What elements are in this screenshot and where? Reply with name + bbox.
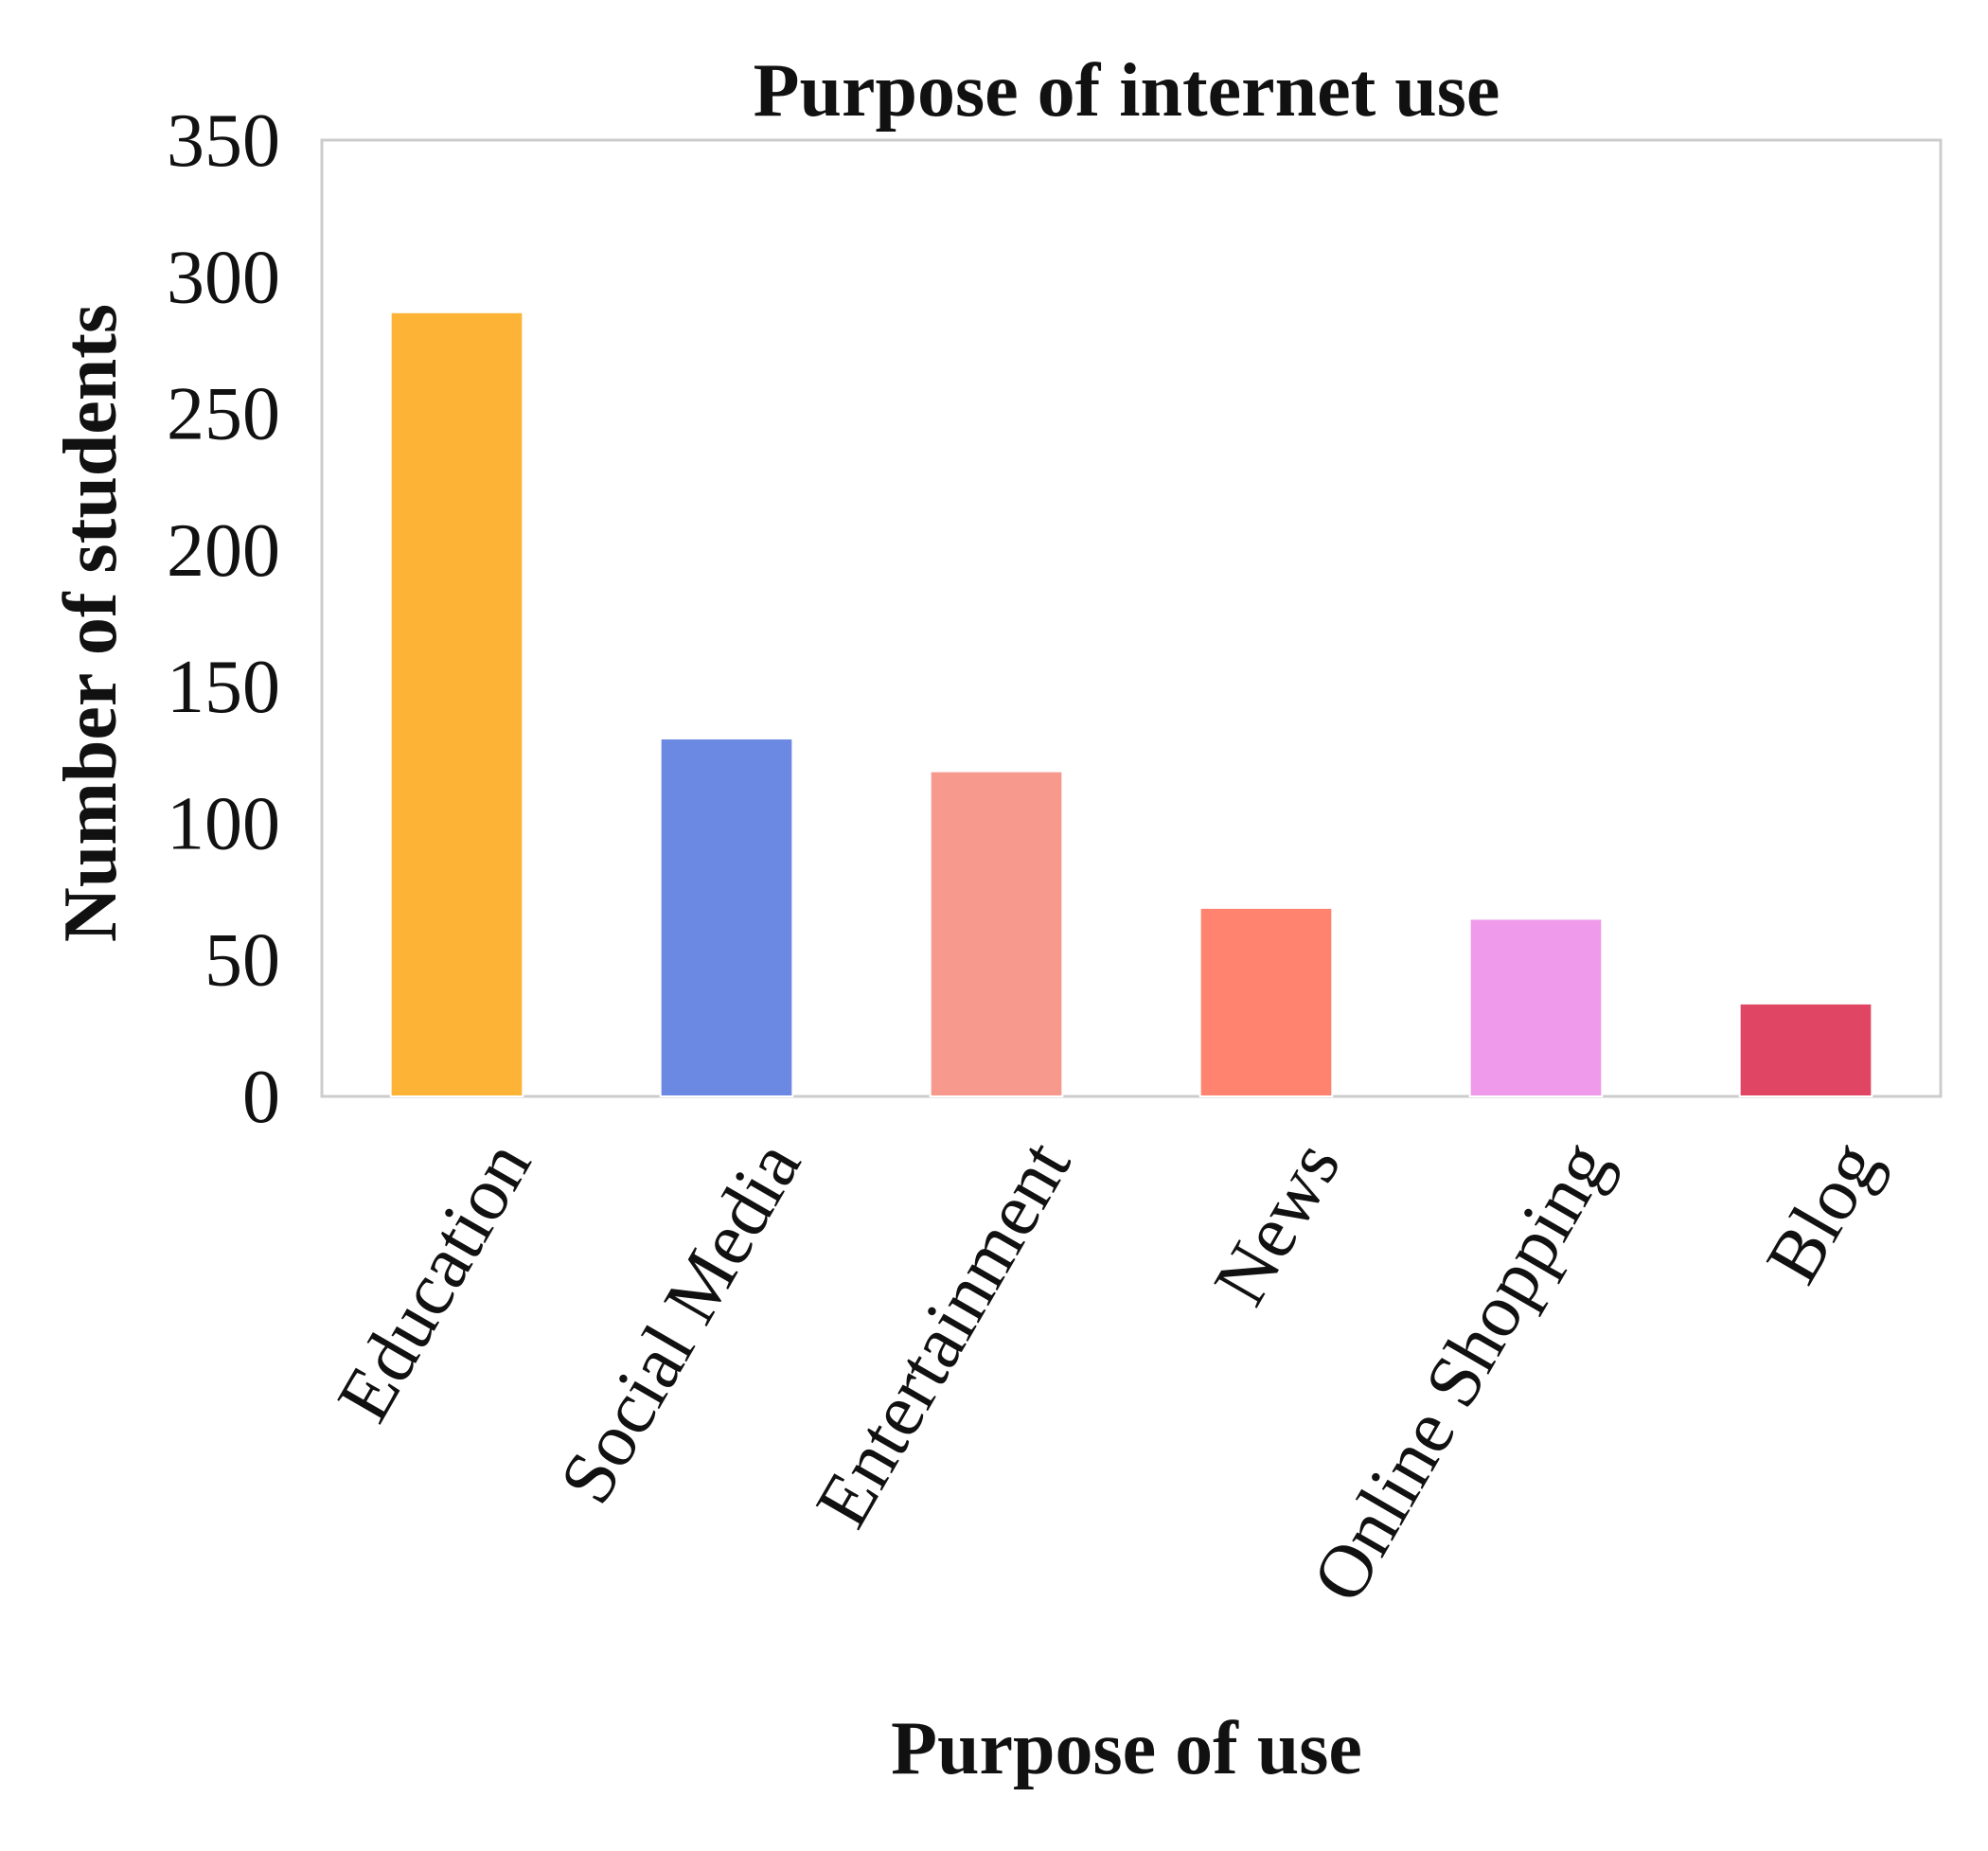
bar-social-media [659,737,794,1097]
y-tick-label: 200 [167,509,280,593]
y-tick-label: 300 [167,236,280,319]
bar-entertainment [929,770,1064,1097]
bar-blog [1738,1002,1873,1098]
y-tick-label: 150 [167,646,280,729]
y-tick-label: 100 [167,782,280,865]
y-tick-label: 0 [242,1056,280,1139]
x-tick-label: Social Media [544,1128,817,1517]
y-tick-label: 250 [167,373,280,456]
x-axis-label: Purpose of use [891,1707,1362,1790]
x-tick-label: News [1198,1128,1357,1319]
plot-frame [320,138,1943,1098]
y-axis-label: Number of students [49,304,133,942]
bar-online-shopping [1468,917,1604,1098]
x-tick-label: Entertainment [800,1128,1087,1540]
y-tick-label: 350 [167,99,280,183]
x-tick-label: Blog [1750,1128,1896,1297]
x-tick-label: Online Shopping [1297,1128,1626,1616]
chart-title: Purpose of internet use [754,49,1500,133]
y-tick-label: 50 [204,919,280,1003]
x-tick-label: Education [322,1128,547,1435]
bar-education [389,311,524,1097]
bar-news [1198,906,1334,1098]
